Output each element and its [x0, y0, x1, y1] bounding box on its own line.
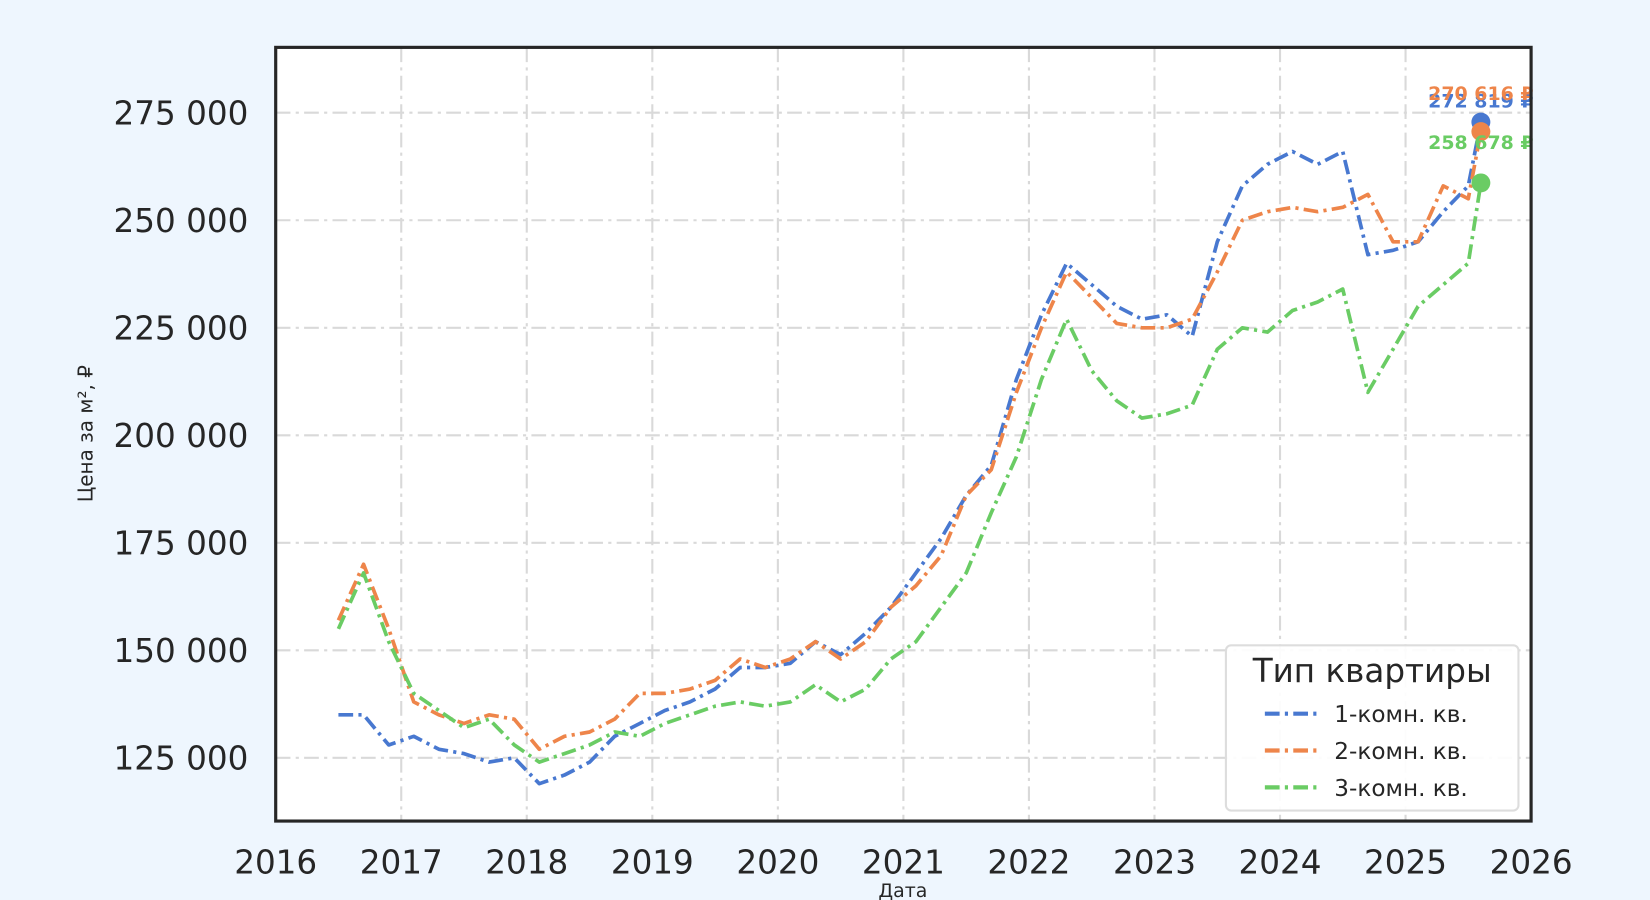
x-tick-label: 2020	[736, 844, 819, 882]
legend-label: 1-комн. кв.	[1334, 702, 1467, 728]
legend-label: 2-комн. кв.	[1334, 739, 1467, 765]
legend-label: 3-комн. кв.	[1334, 776, 1467, 802]
end-point	[1471, 122, 1491, 142]
x-tick-label: 2026	[1490, 844, 1573, 882]
y-tick-label: 200 000	[114, 417, 249, 455]
y-axis-label: Цена за м², ₽	[74, 365, 98, 503]
y-tick-label: 250 000	[114, 202, 249, 240]
y-tick-label: 150 000	[114, 632, 249, 670]
y-tick-label: 225 000	[114, 309, 249, 347]
end-label: 270 616 ₽	[1428, 83, 1533, 105]
x-tick-label: 2019	[611, 844, 694, 882]
legend-title: Тип квартиры	[1252, 652, 1492, 690]
plot-frame	[274, 45, 1533, 823]
x-tick-label: 2021	[862, 844, 945, 882]
x-axis-label: Дата	[878, 880, 927, 900]
x-tick-label: 2017	[360, 844, 443, 882]
y-tick-label: 175 000	[114, 524, 249, 562]
series-line	[338, 121, 1483, 786]
y-tick-label: 125 000	[114, 739, 249, 777]
x-tick-label: 2018	[485, 844, 568, 882]
end-label: 272 819 ₽	[1428, 90, 1533, 112]
x-tick-label: 2022	[987, 844, 1070, 882]
x-tick-label: 2025	[1364, 844, 1447, 882]
x-tick-label: 2024	[1239, 844, 1322, 882]
series-line	[336, 131, 1483, 752]
series-line	[336, 182, 1483, 764]
end-point	[1471, 173, 1491, 193]
legend-box	[1224, 644, 1520, 812]
x-tick-label: 2016	[234, 844, 317, 882]
end-label: 258 678 ₽	[1428, 132, 1533, 154]
x-tick-label: 2023	[1113, 844, 1196, 882]
y-tick-label: 275 000	[114, 94, 249, 132]
